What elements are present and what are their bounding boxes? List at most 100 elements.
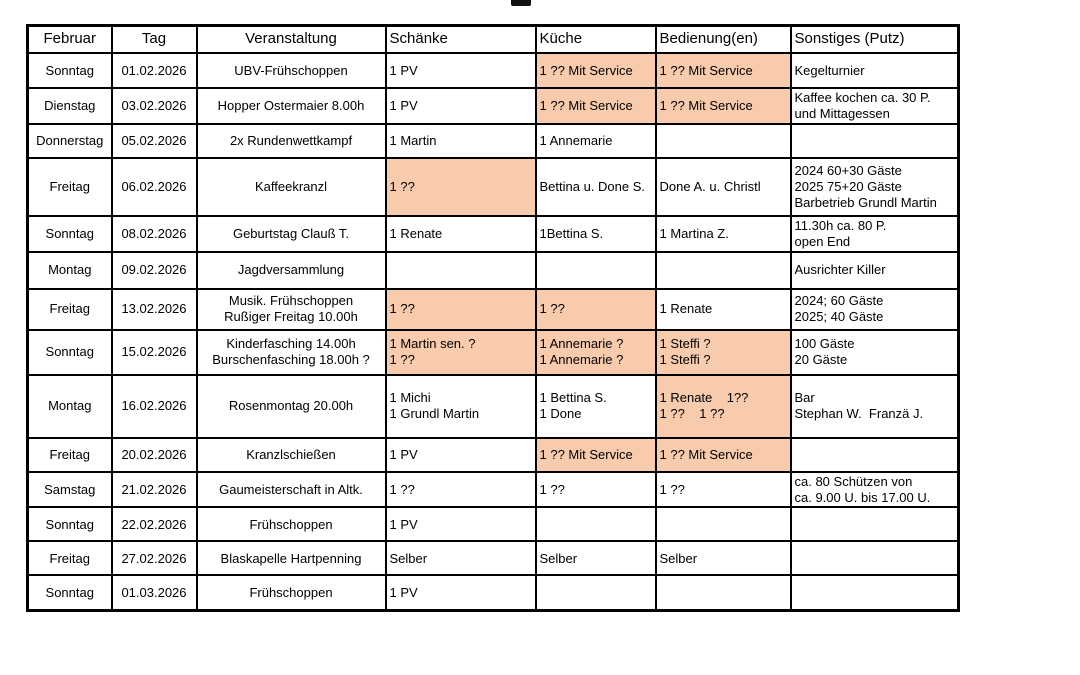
cell-schaenke: [384, 250, 537, 290]
cell-sonstiges: Bar Stephan W. Franzä J.: [789, 373, 960, 439]
cell-kueche: 1 Annemarie ? 1 Annemarie ?: [534, 328, 657, 376]
cell-date: 27.02.2026: [110, 540, 198, 577]
cell-bedienung: [654, 250, 792, 290]
table-row: Freitag 13.02.2026 Musik. Frühschoppen Ruß…: [26, 287, 960, 331]
cell-date: 20.02.2026: [110, 436, 198, 473]
cell-event: Kranzlschießen: [195, 436, 387, 473]
table-row: Sonntag 01.02.2026 UBV-Frühschoppen 1 PV 1 ?…: [26, 52, 960, 89]
table-row: Sonntag 01.03.2026 Frühschoppen 1 PV: [26, 574, 960, 612]
cell-sonstiges: [789, 122, 960, 159]
cell-kueche: [534, 250, 657, 290]
cell-schaenke: 1 PV: [384, 574, 537, 612]
cell-event: Hopper Ostermaier 8.00h: [195, 87, 387, 125]
cropped-title-fragment: [511, 0, 531, 6]
table-row: Freitag 20.02.2026 Kranzlschießen 1 PV 1 ?? …: [26, 436, 960, 473]
cell-sonstiges: 2024; 60 Gäste 2025; 40 Gäste: [789, 287, 960, 331]
cell-schaenke: Selber: [384, 540, 537, 577]
cell-day: Samstag: [26, 470, 113, 509]
cell-sonstiges: 2024 60+30 Gäste 2025 75+20 Gäste Barbet…: [789, 156, 960, 217]
cell-kueche: 1 ?? Mit Service: [534, 87, 657, 125]
column-header-4: Küche: [534, 24, 657, 54]
cell-date: 13.02.2026: [110, 287, 198, 331]
cell-date: 06.02.2026: [110, 156, 198, 217]
cell-event: Geburtstag Clauß T.: [195, 214, 387, 253]
cell-day: Sonntag: [26, 574, 113, 612]
cell-day: Sonntag: [26, 506, 113, 543]
cell-day: Freitag: [26, 287, 113, 331]
cell-bedienung: [654, 574, 792, 612]
cell-event: Blaskapelle Hartpenning: [195, 540, 387, 577]
february-schedule-table: Februar Tag Veranstaltung Schänke Küche Bedie…: [26, 24, 960, 612]
cell-event: 2x Rundenwettkampf: [195, 122, 387, 159]
cell-bedienung: Done A. u. Christl: [654, 156, 792, 217]
cell-day: Dienstag: [26, 87, 113, 125]
table-row: Sonntag 08.02.2026 Geburtstag Clauß T. 1 Re…: [26, 214, 960, 253]
cell-kueche: 1 ??: [534, 287, 657, 331]
cell-schaenke: 1 PV: [384, 87, 537, 125]
table-row: Montag 09.02.2026 Jagdversammlung Ausrichte…: [26, 250, 960, 290]
cell-schaenke: 1 PV: [384, 436, 537, 473]
table-row: Montag 16.02.2026 Rosenmontag 20.00h 1 Mich…: [26, 373, 960, 439]
cell-sonstiges: [789, 436, 960, 473]
cell-day: Sonntag: [26, 214, 113, 253]
cell-day: Sonntag: [26, 52, 113, 89]
cell-date: 01.02.2026: [110, 52, 198, 89]
cell-schaenke: 1 ??: [384, 156, 537, 217]
cell-bedienung: 1 Martina Z.: [654, 214, 792, 253]
cell-sonstiges: [789, 540, 960, 577]
table-row: Dienstag 03.02.2026 Hopper Ostermaier 8.00…: [26, 87, 960, 125]
cell-sonstiges: 100 Gäste 20 Gäste: [789, 328, 960, 376]
cell-kueche: 1 ?? Mit Service: [534, 52, 657, 89]
cell-kueche: [534, 574, 657, 612]
table-row: Sonntag 22.02.2026 Frühschoppen 1 PV: [26, 506, 960, 543]
cell-day: Donnerstag: [26, 122, 113, 159]
cell-day: Montag: [26, 373, 113, 439]
column-header-2: Veranstaltung: [195, 24, 387, 54]
cell-schaenke: 1 Michi 1 Grundl Martin: [384, 373, 537, 439]
cell-schaenke: 1 Renate: [384, 214, 537, 253]
cell-kueche: Selber: [534, 540, 657, 577]
table-row: Freitag 06.02.2026 Kaffeekranzl 1 ?? Bettina…: [26, 156, 960, 217]
cell-bedienung: [654, 506, 792, 543]
cell-event: Kinderfasching 14.00h Burschenfasching 1…: [195, 328, 387, 376]
cell-event: Frühschoppen: [195, 574, 387, 612]
cell-kueche: [534, 506, 657, 543]
table-row: Samstag 21.02.2026 Gaumeisterschaft in Alt…: [26, 470, 960, 509]
column-header-0: Februar: [26, 24, 113, 54]
cell-kueche: 1 Annemarie: [534, 122, 657, 159]
cell-date: 16.02.2026: [110, 373, 198, 439]
cell-sonstiges: [789, 506, 960, 543]
table-row: Donnerstag 05.02.2026 2x Rundenwettkampf 1 …: [26, 122, 960, 159]
cell-schaenke: 1 PV: [384, 506, 537, 543]
cell-date: 03.02.2026: [110, 87, 198, 125]
cell-day: Sonntag: [26, 328, 113, 376]
cell-date: 05.02.2026: [110, 122, 198, 159]
table-row: Sonntag 15.02.2026 Kinderfasching 14.00h B…: [26, 328, 960, 376]
column-header-6: Sonstiges (Putz): [789, 24, 960, 54]
cell-date: 21.02.2026: [110, 470, 198, 509]
cell-bedienung: 1 Renate 1?? 1 ?? 1 ??: [654, 373, 792, 439]
cell-event: UBV-Frühschoppen: [195, 52, 387, 89]
cell-kueche: Bettina u. Done S.: [534, 156, 657, 217]
cell-sonstiges: Ausrichter Killer: [789, 250, 960, 290]
cell-event: Rosenmontag 20.00h: [195, 373, 387, 439]
cell-date: 22.02.2026: [110, 506, 198, 543]
cell-sonstiges: Kaffee kochen ca. 30 P. und Mittagessen: [789, 87, 960, 125]
cell-event: Musik. Frühschoppen Rußiger Freitag 10.0…: [195, 287, 387, 331]
cell-date: 15.02.2026: [110, 328, 198, 376]
schedule-sheet: Februar Tag Veranstaltung Schänke Küche Bedie…: [26, 24, 960, 612]
cell-schaenke: 1 ??: [384, 287, 537, 331]
cell-bedienung: [654, 122, 792, 159]
table-header-row: Februar Tag Veranstaltung Schänke Küche Bedie…: [26, 24, 960, 54]
cell-sonstiges: 11.30h ca. 80 P. open End: [789, 214, 960, 253]
cell-bedienung: 1 Steffi ? 1 Steffi ?: [654, 328, 792, 376]
column-header-1: Tag: [110, 24, 198, 54]
cell-bedienung: 1 Renate: [654, 287, 792, 331]
table-row: Freitag 27.02.2026 Blaskapelle Hartpenning…: [26, 540, 960, 577]
cell-schaenke: 1 Martin: [384, 122, 537, 159]
cell-day: Freitag: [26, 436, 113, 473]
cell-schaenke: 1 ??: [384, 470, 537, 509]
cell-kueche: 1Bettina S.: [534, 214, 657, 253]
cell-day: Freitag: [26, 540, 113, 577]
cell-bedienung: 1 ?? Mit Service: [654, 87, 792, 125]
